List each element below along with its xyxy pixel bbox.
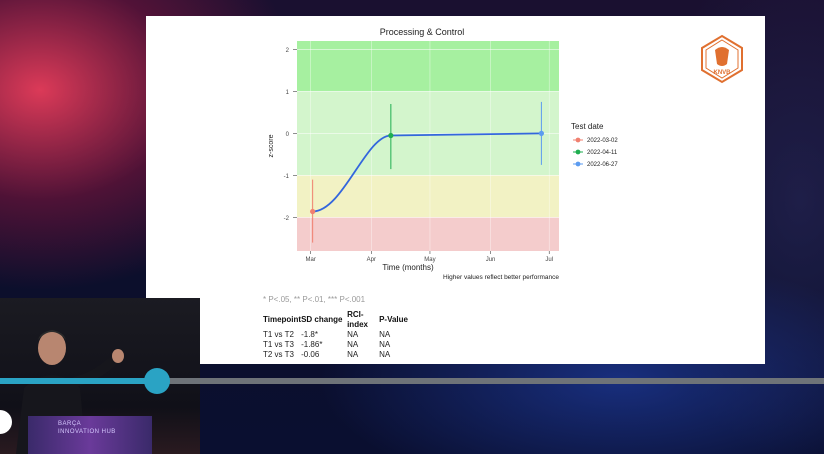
podium-line-2: INNOVATION HUB [58, 429, 116, 435]
table-cell: NA [379, 330, 391, 339]
legend-key-point [575, 161, 581, 167]
significance-footnote: * P<.05, ** P<.01, *** P<.001 [263, 295, 366, 304]
x-tick-label: Jun [486, 257, 496, 263]
x-axis-label: Time (months) [382, 263, 434, 272]
table-cell: -0.06 [301, 350, 320, 359]
table-cell: T1 vs T3 [263, 340, 294, 349]
table-header: P-Value [379, 315, 408, 324]
knvb-logo: KNVB [701, 34, 743, 84]
legend-title: Test date [571, 122, 604, 131]
legend-entry: 2022-06-27 [587, 162, 618, 168]
table-cell: T1 vs T2 [263, 330, 294, 339]
y-tick-label: -1 [284, 174, 290, 180]
chart: 2 1 0 -1 -2 Mar Apr May Jun Jul 2022-03-02 2022-0… [268, 27, 618, 281]
trend-line [312, 132, 542, 213]
x-tick-label: May [424, 257, 435, 263]
y-tick-label: 2 [286, 48, 290, 54]
table-header-row: Timepoint SD change RCI-index P-Value [263, 310, 408, 330]
x-tick-label: Apr [367, 257, 376, 263]
video-progress-thumb[interactable] [143, 368, 170, 394]
logo-text: KNVB [713, 70, 731, 76]
zone-band [297, 41, 559, 92]
x-tick-label: Jul [545, 257, 553, 263]
presenter-webcam: BARÇA INNOVATION HUB [0, 298, 200, 454]
legend-key-point [575, 137, 581, 143]
y-tick-label: 0 [286, 132, 290, 138]
table-row: T2 vs T3 -0.06 NA NA [263, 350, 408, 360]
table-cell: T2 vs T3 [263, 350, 294, 359]
table-cell: -1.86* [301, 340, 323, 349]
zone-band [297, 217, 559, 251]
table-header: SD change [301, 315, 343, 324]
table-row: T1 vs T3 -1.86* NA NA [263, 340, 408, 350]
podium: BARÇA INNOVATION HUB [28, 416, 152, 454]
podium-label: BARÇA INNOVATION HUB [58, 420, 116, 436]
play-button[interactable] [0, 410, 12, 434]
table-cell: NA [347, 340, 359, 349]
podium-line-1: BARÇA [58, 421, 82, 427]
table-cell: -1.8* [301, 330, 318, 339]
data-point [310, 208, 316, 215]
table-header: Timepoint [263, 315, 302, 324]
table-header: RCI-index [347, 310, 368, 329]
table-cell: NA [379, 350, 391, 359]
table-cell: NA [347, 330, 359, 339]
data-point [388, 132, 394, 139]
y-tick-label: -2 [284, 216, 290, 222]
x-tick-label: Mar [306, 257, 316, 263]
chart-title: Processing & Control [380, 27, 465, 37]
legend-entry: 2022-04-11 [587, 150, 618, 156]
legend-entry: 2022-03-02 [587, 138, 618, 144]
legend-key-point [575, 149, 581, 155]
table-cell: NA [347, 350, 359, 359]
zone-band [297, 175, 559, 218]
chart-caption: Higher values reflect better performance [443, 274, 559, 281]
video-progress-fill [0, 378, 157, 384]
y-tick-label: 1 [286, 90, 290, 96]
y-axis-label: z-score [268, 134, 275, 157]
data-point [538, 130, 545, 136]
stats-table: Timepoint SD change RCI-index P-Value T1… [263, 310, 408, 360]
video-progress-track[interactable] [0, 378, 824, 384]
table-row: T1 vs T2 -1.8* NA NA [263, 330, 408, 340]
table-cell: NA [379, 340, 391, 349]
slide: 2 1 0 -1 -2 Mar Apr May Jun Jul 2022-03-02 2022-0… [146, 16, 765, 364]
